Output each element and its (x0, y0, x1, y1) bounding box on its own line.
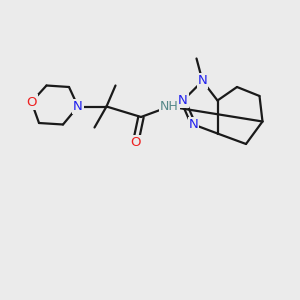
Text: O: O (130, 136, 141, 149)
Text: O: O (26, 95, 37, 109)
Text: N: N (73, 100, 83, 113)
Text: N: N (178, 94, 188, 107)
Text: N: N (189, 118, 198, 131)
Text: NH: NH (160, 100, 179, 113)
Text: N: N (198, 74, 207, 88)
